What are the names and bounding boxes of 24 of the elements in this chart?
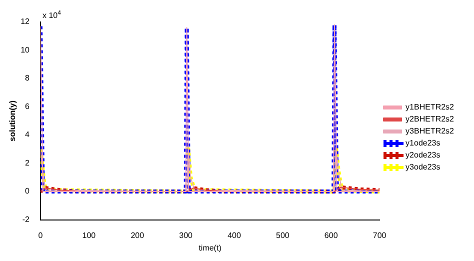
y-tick-label: 0 bbox=[25, 186, 30, 196]
y-tick-label: -2 bbox=[22, 215, 30, 224]
x-tick-label: 500 bbox=[276, 230, 290, 240]
legend-label: y1ode23s bbox=[406, 138, 440, 148]
x-tick-label: 0 bbox=[38, 230, 44, 240]
legend-label: y1BHETR2s2 bbox=[406, 102, 455, 112]
legend-label: y2ode23s bbox=[406, 150, 440, 160]
x-tick-label: 100 bbox=[82, 230, 96, 240]
legend-label: y3ode23s bbox=[406, 162, 440, 172]
x-tick-label: 400 bbox=[228, 230, 242, 240]
y-tick-label: 2 bbox=[25, 158, 30, 168]
x-tick-label: 600 bbox=[324, 230, 338, 240]
x-tick-label: 200 bbox=[130, 230, 145, 240]
x-tick-label: 300 bbox=[179, 230, 194, 240]
y-tick-label: 12 bbox=[20, 17, 30, 26]
y-tick-label: 4 bbox=[25, 130, 30, 140]
y-tick-label: 6 bbox=[25, 102, 30, 111]
x-tick-label: 700 bbox=[372, 230, 387, 240]
legend-label: y3BHETR2s2 bbox=[406, 126, 455, 136]
y-tick-label: 10 bbox=[20, 45, 30, 54]
x-axis-title: time(t) bbox=[198, 243, 222, 252]
y-tick-label: 8 bbox=[25, 74, 30, 83]
legend-label: y2BHETR2s2 bbox=[406, 114, 455, 124]
y-axis-title: solution(y) bbox=[8, 100, 18, 142]
